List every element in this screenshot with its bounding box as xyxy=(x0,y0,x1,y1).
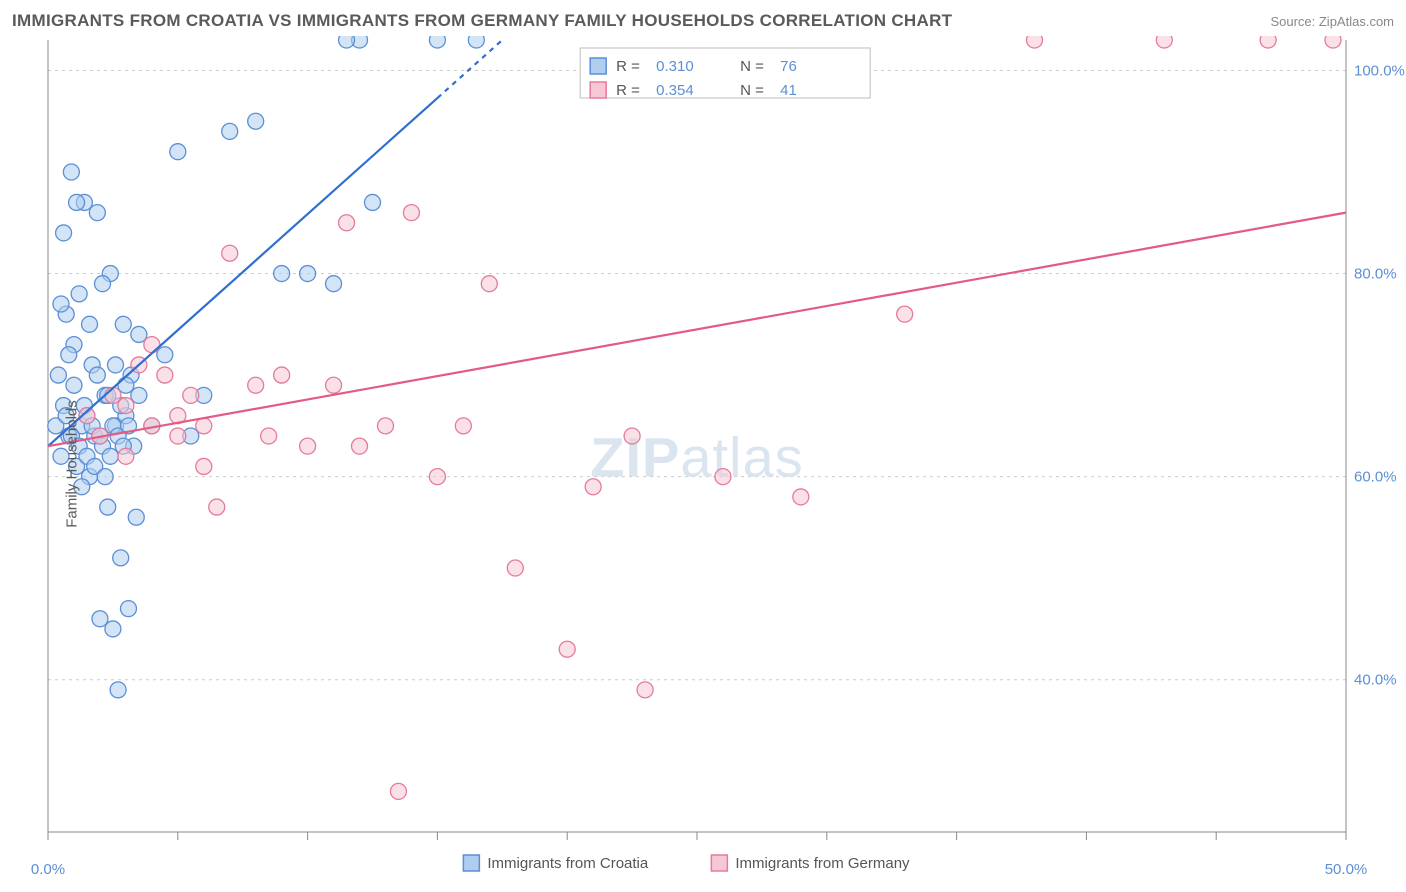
svg-text:Immigrants from Croatia: Immigrants from Croatia xyxy=(487,855,649,872)
svg-text:41: 41 xyxy=(780,82,797,99)
svg-text:76: 76 xyxy=(780,58,797,75)
svg-text:Immigrants from Germany: Immigrants from Germany xyxy=(735,855,910,872)
chart-container: Family Households 40.0% 60.0% 80.0% 100.0% Z… xyxy=(0,36,1406,892)
svg-text:0.0%: 0.0% xyxy=(31,861,65,878)
svg-text:R =: R = xyxy=(616,58,640,75)
svg-text:0.310: 0.310 xyxy=(656,58,694,75)
chart-header: IMMIGRANTS FROM CROATIA VS IMMIGRANTS FR… xyxy=(0,0,1406,36)
chart-source: Source: ZipAtlas.com xyxy=(1270,14,1394,29)
svg-text:0.354: 0.354 xyxy=(656,82,694,99)
chart-title: IMMIGRANTS FROM CROATIA VS IMMIGRANTS FR… xyxy=(12,11,952,31)
scatter-chart: 40.0% 60.0% 80.0% 100.0% ZIPatlas 0.0% 50.0% R … xyxy=(0,36,1406,892)
y-axis-label: Family Households xyxy=(63,400,80,528)
svg-text:ZIPatlas: ZIPatlas xyxy=(590,425,803,488)
svg-text:R =: R = xyxy=(616,82,640,99)
svg-text:60.0%: 60.0% xyxy=(1354,469,1397,486)
svg-text:N =: N = xyxy=(740,82,764,99)
svg-text:40.0%: 40.0% xyxy=(1354,672,1397,689)
svg-text:100.0%: 100.0% xyxy=(1354,62,1405,79)
svg-text:N =: N = xyxy=(740,58,764,75)
svg-text:80.0%: 80.0% xyxy=(1354,266,1397,283)
svg-text:50.0%: 50.0% xyxy=(1325,861,1368,878)
